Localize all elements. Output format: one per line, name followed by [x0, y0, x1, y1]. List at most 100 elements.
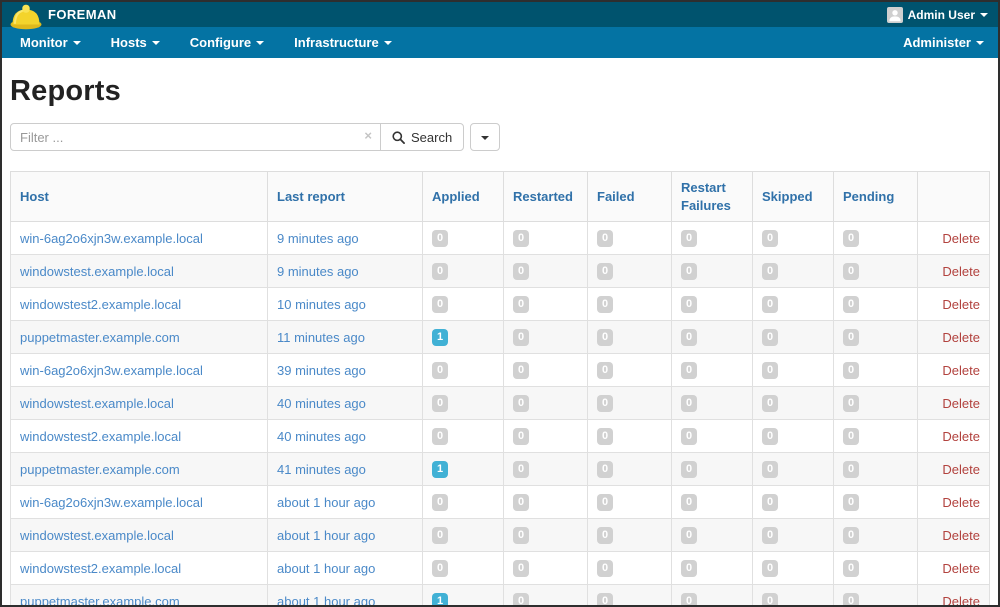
- delete-link[interactable]: Delete: [942, 461, 980, 477]
- page-title: Reports: [10, 75, 121, 107]
- clear-filter-icon[interactable]: ×: [364, 128, 372, 143]
- host-link[interactable]: windowstest2.example.local: [20, 560, 182, 576]
- applied-badge: 1: [432, 593, 449, 605]
- restarted-badge: 0: [513, 494, 530, 512]
- restarted-badge: 0: [513, 296, 530, 314]
- search-button[interactable]: Search: [380, 123, 465, 151]
- search-icon: [392, 130, 405, 144]
- sort-link-skipped[interactable]: Skipped: [762, 188, 813, 204]
- delete-link[interactable]: Delete: [942, 296, 980, 312]
- pending-badge: 0: [843, 395, 860, 413]
- delete-link[interactable]: Delete: [942, 428, 980, 444]
- top-navbar: FOREMAN Admin User: [2, 2, 998, 30]
- skipped-badge: 0: [762, 527, 779, 545]
- pending-badge: 0: [843, 527, 860, 545]
- last-report-link[interactable]: 9 minutes ago: [277, 230, 359, 246]
- restart-failures-badge: 0: [681, 395, 698, 413]
- applied-badge: 0: [432, 362, 449, 380]
- skipped-badge: 0: [762, 428, 779, 446]
- table-row: windowstest2.example.local 10 minutes ag…: [10, 287, 990, 322]
- table-row: puppetmaster.example.com about 1 hour ag…: [10, 584, 990, 607]
- host-link[interactable]: windowstest2.example.local: [20, 296, 182, 312]
- last-report-link[interactable]: about 1 hour ago: [277, 560, 376, 576]
- user-menu-label: Admin User: [907, 7, 975, 22]
- table-header-row: Host Last report Applied Restarted Faile…: [10, 170, 990, 223]
- delete-link[interactable]: Delete: [942, 230, 980, 246]
- user-menu[interactable]: Admin User: [886, 6, 988, 23]
- host-link[interactable]: puppetmaster.example.com: [20, 593, 180, 607]
- nav-item-monitor[interactable]: Monitor: [20, 35, 81, 50]
- sort-link-failed[interactable]: Failed: [597, 188, 635, 204]
- sort-link-applied[interactable]: Applied: [432, 188, 480, 204]
- sort-link-pending[interactable]: Pending: [843, 188, 895, 204]
- applied-badge: 0: [432, 494, 449, 512]
- nav-item-hosts[interactable]: Hosts: [111, 35, 160, 50]
- chevron-down-icon: [980, 13, 988, 17]
- table-row: windowstest.example.local 40 minutes ago…: [10, 386, 990, 421]
- applied-badge: 0: [432, 395, 449, 413]
- last-report-link[interactable]: 10 minutes ago: [277, 296, 366, 312]
- nav-item-label: Hosts: [110, 35, 147, 50]
- restarted-badge: 0: [513, 428, 530, 446]
- last-report-link[interactable]: 39 minutes ago: [277, 362, 366, 378]
- last-report-link[interactable]: 40 minutes ago: [277, 395, 366, 411]
- host-link[interactable]: windowstest2.example.local: [20, 428, 182, 444]
- host-link[interactable]: win-6ag2o6xjn3w.example.local: [20, 230, 203, 246]
- column-header-actions: [917, 170, 990, 223]
- nav-item-configure[interactable]: Configure: [190, 35, 265, 50]
- delete-link[interactable]: Delete: [942, 395, 980, 411]
- failed-badge: 0: [597, 263, 614, 281]
- last-report-link[interactable]: 41 minutes ago: [277, 461, 366, 477]
- host-link[interactable]: puppetmaster.example.com: [20, 329, 180, 345]
- restarted-badge: 0: [513, 527, 530, 545]
- applied-badge: 0: [432, 263, 449, 281]
- last-report-link[interactable]: 9 minutes ago: [277, 263, 359, 279]
- applied-badge: 1: [432, 461, 449, 479]
- delete-link[interactable]: Delete: [942, 362, 980, 378]
- chevron-down-icon: [383, 41, 392, 45]
- last-report-link[interactable]: about 1 hour ago: [277, 527, 376, 543]
- restarted-badge: 0: [513, 461, 530, 479]
- host-link[interactable]: puppetmaster.example.com: [20, 461, 180, 477]
- sort-link-host[interactable]: Host: [20, 188, 49, 204]
- pending-badge: 0: [843, 593, 860, 605]
- pending-badge: 0: [843, 461, 860, 479]
- search-dropdown-button[interactable]: [470, 123, 501, 151]
- failed-badge: 0: [597, 296, 614, 314]
- host-link[interactable]: win-6ag2o6xjn3w.example.local: [20, 362, 203, 378]
- delete-link[interactable]: Delete: [942, 494, 980, 510]
- host-link[interactable]: windowstest.example.local: [20, 527, 174, 543]
- delete-link[interactable]: Delete: [942, 560, 980, 576]
- nav-item-infrastructure[interactable]: Infrastructure: [294, 35, 392, 50]
- search-input[interactable]: [10, 123, 381, 151]
- last-report-link[interactable]: 11 minutes ago: [277, 329, 365, 345]
- chevron-down-icon: [256, 41, 265, 45]
- column-header-restarted: Restarted: [503, 170, 588, 223]
- failed-badge: 0: [597, 560, 614, 578]
- applied-badge: 1: [432, 329, 449, 347]
- delete-link[interactable]: Delete: [942, 329, 980, 345]
- last-report-link[interactable]: about 1 hour ago: [277, 593, 376, 607]
- table-row: win-6ag2o6xjn3w.example.local about 1 ho…: [10, 485, 990, 520]
- delete-link[interactable]: Delete: [942, 263, 980, 279]
- nav-item-administer[interactable]: Administer: [903, 35, 984, 50]
- table-row: windowstest2.example.local 40 minutes ag…: [10, 419, 990, 454]
- host-link[interactable]: windowstest.example.local: [20, 395, 174, 411]
- failed-badge: 0: [597, 230, 614, 248]
- delete-link[interactable]: Delete: [942, 593, 980, 607]
- sort-link-last-report[interactable]: Last report: [277, 188, 345, 204]
- search-bar: × Search: [10, 123, 990, 151]
- host-link[interactable]: win-6ag2o6xjn3w.example.local: [20, 494, 203, 510]
- last-report-link[interactable]: about 1 hour ago: [277, 494, 376, 510]
- restart-failures-badge: 0: [681, 296, 698, 314]
- applied-badge: 0: [432, 296, 449, 314]
- sort-link-restart-failures[interactable]: Restart Failures: [681, 180, 731, 213]
- last-report-link[interactable]: 40 minutes ago: [277, 428, 366, 444]
- delete-link[interactable]: Delete: [942, 527, 980, 543]
- column-header-applied: Applied: [422, 170, 504, 223]
- failed-badge: 0: [597, 494, 614, 512]
- host-link[interactable]: windowstest.example.local: [20, 263, 174, 279]
- table-row: windowstest.example.local 9 minutes ago …: [10, 254, 990, 289]
- sort-link-restarted[interactable]: Restarted: [513, 188, 573, 204]
- restart-failures-badge: 0: [681, 593, 698, 605]
